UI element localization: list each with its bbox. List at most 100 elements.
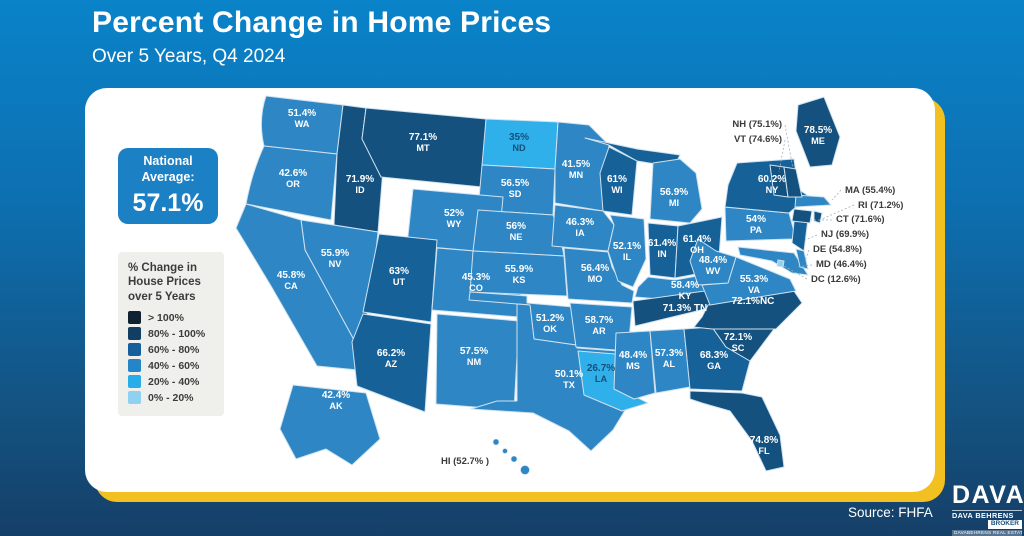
state-label-il: 52.1% IL bbox=[613, 241, 641, 262]
state-label-ca: 45.8% CA bbox=[277, 270, 305, 291]
callout-label-ma: MA (55.4%) bbox=[845, 185, 895, 196]
state-shape-hi bbox=[492, 438, 500, 446]
state-shape-or bbox=[245, 145, 338, 221]
state-shape-ms bbox=[613, 330, 656, 400]
callout-leader-de bbox=[804, 249, 810, 262]
state-label-la: 26.7% LA bbox=[587, 363, 615, 384]
callout-label-md: MD (46.4%) bbox=[816, 259, 867, 270]
state-shape-tx bbox=[470, 303, 636, 452]
state-shape-az bbox=[351, 313, 432, 413]
state-label-ia: 46.3% IA bbox=[566, 217, 594, 238]
callout-label-ri: RI (71.2%) bbox=[858, 200, 903, 211]
state-shape-ut bbox=[362, 233, 438, 323]
legend-items: > 100% 80% - 100% 60% - 80% 40% - 60% 20% - … bbox=[128, 311, 216, 405]
state-shape-ri bbox=[813, 210, 823, 224]
callout-leader-ma bbox=[831, 189, 842, 201]
legend-item: 20% - 40% bbox=[128, 375, 216, 389]
legend-swatch bbox=[128, 327, 141, 341]
hawaii-label: HI (52.7% ) bbox=[441, 456, 489, 467]
legend-swatch bbox=[128, 375, 141, 389]
state-label-wy: 52% WY bbox=[444, 208, 464, 229]
brand-logo: DAVA DAVA BEHRENS BROKER DAVABEHRENS REA… bbox=[952, 481, 1024, 536]
state-label-mn: 41.5% MN bbox=[562, 159, 590, 180]
callout-label-vt: VT (74.6%) bbox=[734, 134, 782, 145]
state-label-nc: 72.1%NC bbox=[732, 296, 775, 307]
state-label-ga: 68.3% GA bbox=[700, 350, 728, 371]
logo-wordmark: DAVA bbox=[952, 481, 1024, 509]
legend-label: 80% - 100% bbox=[148, 327, 206, 340]
state-label-wi: 61% WI bbox=[607, 174, 627, 195]
state-shapes bbox=[235, 95, 841, 475]
callout-label-nj: NJ (69.9%) bbox=[821, 229, 869, 240]
legend-label: 40% - 60% bbox=[148, 359, 200, 372]
legend-title: % Change in House Prices over 5 Years bbox=[128, 262, 201, 303]
state-shape-mi bbox=[649, 158, 703, 224]
legend-item: > 100% bbox=[128, 311, 216, 325]
state-shape-ks bbox=[469, 250, 568, 297]
logo-broker-badge: BROKER bbox=[987, 520, 1022, 529]
state-label-mt: 77.1% MT bbox=[409, 132, 437, 153]
state-label-tx: 50.1% TX bbox=[555, 369, 583, 390]
legend-label: 0% - 20% bbox=[148, 391, 194, 404]
legend: % Change in House Prices over 5 Years > … bbox=[118, 252, 224, 417]
state-shape-il bbox=[607, 214, 647, 288]
legend-label: > 100% bbox=[148, 311, 184, 324]
state-label-sd: 56.5% SD bbox=[501, 178, 529, 199]
state-shape-mt bbox=[361, 107, 487, 188]
national-average-value: 57.1% bbox=[132, 188, 204, 217]
state-callouts: NH (75.1%) VT (74.6%) MA (55.4%) RI (71.2%)… bbox=[441, 119, 903, 467]
page-subtitle: Over 5 Years, Q4 2024 bbox=[92, 46, 286, 67]
state-label-ms: 48.4% MS bbox=[619, 350, 647, 371]
legend-swatch bbox=[128, 359, 141, 373]
state-shape-md bbox=[737, 246, 809, 276]
state-label-me: 78.5% ME bbox=[804, 125, 832, 146]
state-label-pa: 54% PA bbox=[746, 214, 766, 235]
national-average-box: National Average: 57.1% bbox=[118, 148, 218, 224]
state-label-va: 55.3% VA bbox=[740, 274, 768, 295]
state-shape-ma bbox=[794, 194, 832, 208]
state-label-ny: 60.2% NY bbox=[758, 174, 786, 195]
state-label-id: 71.9% ID bbox=[346, 174, 374, 195]
callout-leader-nj bbox=[804, 234, 818, 241]
state-label-ks: 55.9% KS bbox=[505, 264, 533, 285]
header: Percent Change in Home Prices Over 5 Yea… bbox=[92, 6, 551, 68]
legend-item: 40% - 60% bbox=[128, 359, 216, 373]
state-shape-hi bbox=[510, 455, 518, 463]
legend-swatch bbox=[128, 391, 141, 405]
state-label-tn: 71.3% TN bbox=[663, 303, 707, 314]
callout-leader-dc bbox=[783, 265, 808, 280]
logo-tagline: DAVABEHRENS REAL ESTATE bbox=[952, 529, 1022, 536]
state-label-fl: 74.8% FL bbox=[750, 435, 778, 456]
state-shape-wv bbox=[689, 238, 737, 286]
callout-leader-vt bbox=[778, 139, 786, 173]
state-shape-fl bbox=[689, 390, 785, 472]
legend-label: 20% - 40% bbox=[148, 375, 200, 388]
state-label-ky: 58.4% KY bbox=[671, 280, 699, 301]
state-label-az: 66.2% AZ bbox=[377, 348, 405, 369]
legend-item: 80% - 100% bbox=[128, 327, 216, 341]
state-shape-hi bbox=[520, 465, 530, 475]
callout-label-dc: DC (12.6%) bbox=[811, 274, 861, 285]
state-label-or: 42.6% OR bbox=[279, 168, 307, 189]
legend-item: 0% - 20% bbox=[128, 391, 216, 405]
state-label-ut: 63% UT bbox=[389, 266, 409, 287]
logo-name: DAVA BEHRENS bbox=[952, 509, 1022, 519]
state-label-nd: 35% ND bbox=[509, 132, 529, 153]
legend-swatch bbox=[128, 311, 141, 325]
legend-label: 60% - 80% bbox=[148, 343, 200, 356]
state-shape-ak bbox=[279, 384, 381, 466]
us-choropleth-map: 51.4% WA 42.6% OR 71.9% ID 77.1% MT 35% ND 56.5% SD… bbox=[235, 95, 903, 475]
state-label-ok: 51.2% OK bbox=[536, 313, 564, 334]
state-label-co: 45.3% CO bbox=[462, 272, 490, 293]
callout-label-de: DE (54.8%) bbox=[813, 244, 862, 255]
state-shape-nh bbox=[783, 166, 803, 198]
callout-label-nh: NH (75.1%) bbox=[732, 119, 782, 130]
legend-swatch bbox=[128, 343, 141, 357]
national-average-label: National Average: bbox=[141, 154, 195, 184]
callout-leader-nh bbox=[784, 124, 794, 170]
state-shape-dc bbox=[776, 259, 785, 268]
state-shape-ct bbox=[791, 208, 813, 224]
callout-label-ct: CT (71.6%) bbox=[836, 214, 885, 225]
state-label-wa: 51.4% WA bbox=[288, 108, 316, 129]
